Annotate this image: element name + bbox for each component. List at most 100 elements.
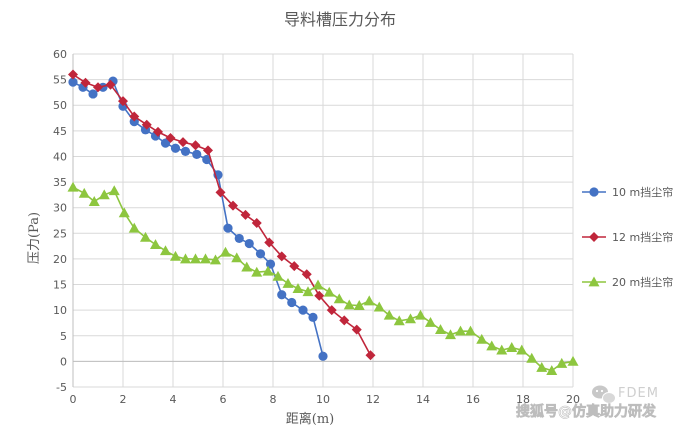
data-point xyxy=(383,309,395,320)
y-tick-label: 45 xyxy=(53,125,67,138)
watermark-text: 搜狐号@仿真助力研发 xyxy=(516,403,657,420)
data-point xyxy=(67,181,79,192)
data-point xyxy=(516,344,528,355)
y-tick-label: 10 xyxy=(53,304,67,317)
x-tick-label: 12 xyxy=(366,393,380,406)
data-point xyxy=(365,350,376,361)
watermark-brand: FDEM xyxy=(618,386,659,401)
data-point xyxy=(128,222,140,233)
data-point xyxy=(465,325,476,336)
data-point xyxy=(165,133,176,144)
data-point xyxy=(526,352,538,363)
data-point xyxy=(255,249,266,259)
y-tick-label: -5 xyxy=(56,381,67,394)
data-point xyxy=(210,254,221,265)
data-point xyxy=(129,111,140,122)
data-point xyxy=(215,187,226,198)
data-point xyxy=(496,344,508,355)
data-point xyxy=(150,239,161,249)
data-point xyxy=(78,187,90,198)
data-point xyxy=(231,252,243,263)
y-tick-label: 50 xyxy=(53,99,67,112)
data-point xyxy=(140,231,151,242)
legend-marker xyxy=(589,232,599,242)
y-axis-label: 压力(Pa) xyxy=(27,212,42,264)
data-point xyxy=(108,185,120,196)
data-point xyxy=(153,126,163,137)
data-point xyxy=(292,283,304,294)
data-point xyxy=(160,245,171,256)
data-point xyxy=(318,351,328,361)
data-point xyxy=(289,261,300,272)
data-point xyxy=(343,299,355,310)
data-point xyxy=(287,297,297,308)
data-point xyxy=(326,305,337,316)
data-point xyxy=(333,293,345,304)
data-point xyxy=(170,250,181,261)
watermark: FDEM 搜狐号@仿真助力研发 xyxy=(516,385,659,420)
legend-label: 20 m挡尘帘 xyxy=(612,275,673,289)
data-point xyxy=(228,200,238,211)
data-point xyxy=(68,77,78,87)
data-point xyxy=(93,82,103,93)
data-point xyxy=(180,253,191,264)
data-point xyxy=(223,223,233,233)
data-point xyxy=(323,286,335,297)
x-tick-label: 6 xyxy=(220,393,227,406)
data-point xyxy=(105,79,116,90)
data-point xyxy=(178,137,188,148)
data-point xyxy=(546,365,558,376)
y-tick-label: 5 xyxy=(60,330,67,343)
x-tick-label: 20 xyxy=(566,393,580,406)
data-point xyxy=(373,301,385,312)
legend: 10 m挡尘帘 12 m挡尘帘 20 m挡尘帘 xyxy=(582,185,673,289)
legend-label: 12 m挡尘帘 xyxy=(612,230,673,244)
data-point xyxy=(393,315,405,326)
legend-entry: 20 m挡尘帘 xyxy=(582,275,673,289)
wechat-logo-icon xyxy=(592,385,616,404)
x-tick-label: 2 xyxy=(120,393,127,406)
series-3 xyxy=(67,181,579,376)
data-point xyxy=(244,238,254,249)
data-point xyxy=(88,196,100,206)
data-point xyxy=(264,237,275,248)
data-point xyxy=(282,278,294,288)
y-tick-label: 30 xyxy=(53,202,67,215)
data-point xyxy=(200,253,211,264)
data-point xyxy=(118,96,128,107)
data-point xyxy=(415,309,426,320)
legend-marker xyxy=(588,276,600,287)
data-point xyxy=(251,266,263,277)
y-tick-label: 20 xyxy=(53,253,67,266)
y-tick-label: 35 xyxy=(53,176,67,189)
y-tick-label: 40 xyxy=(53,150,67,163)
x-axis-label: 距离(m) xyxy=(286,411,334,427)
data-point xyxy=(203,145,213,156)
data-point xyxy=(160,138,171,148)
data-point xyxy=(314,290,325,301)
data-point xyxy=(180,146,191,156)
data-point xyxy=(251,218,262,229)
data-point xyxy=(302,286,314,297)
x-tick-label: 16 xyxy=(466,393,480,406)
data-point xyxy=(141,119,152,130)
data-point xyxy=(353,300,365,310)
data-point xyxy=(276,251,287,262)
data-point xyxy=(445,329,456,340)
x-tick-label: 4 xyxy=(170,393,177,406)
chart-title: 导料槽压力分布 xyxy=(284,10,396,29)
x-tick-label: 8 xyxy=(270,393,277,406)
data-point xyxy=(190,253,201,264)
data-point xyxy=(312,279,324,290)
data-point xyxy=(98,189,110,200)
data-point xyxy=(308,312,318,322)
data-point xyxy=(129,117,139,127)
data-point xyxy=(339,315,350,326)
y-tick-label: 15 xyxy=(53,279,67,292)
data-point xyxy=(68,69,78,80)
data-point xyxy=(506,342,518,352)
data-point xyxy=(425,316,436,327)
